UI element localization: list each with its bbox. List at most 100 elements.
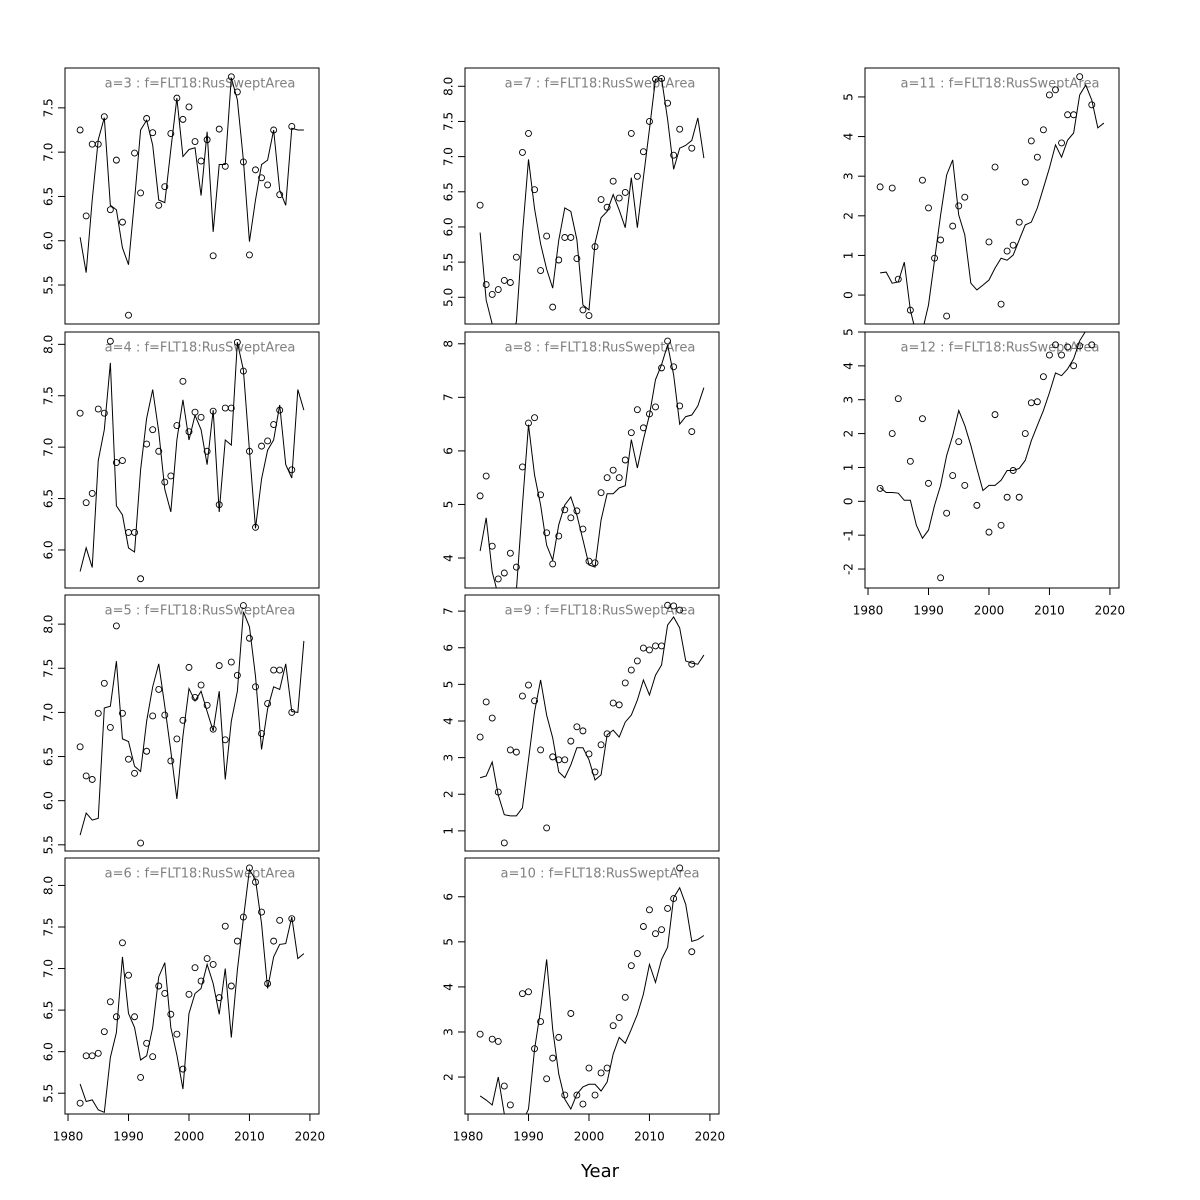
data-point bbox=[525, 988, 532, 996]
data-point bbox=[646, 906, 653, 914]
data-point bbox=[119, 709, 126, 717]
y-tick-label: 2 bbox=[442, 790, 456, 798]
data-point bbox=[1052, 86, 1059, 94]
data-point bbox=[119, 457, 126, 464]
data-point bbox=[252, 166, 259, 174]
panel: a=5 : f=FLT18:RusSweptArea 5.5 6.0 6.5 7.0 7.… bbox=[42, 594, 320, 854]
data-point bbox=[537, 267, 545, 274]
y-tick-label: 7.5 bbox=[42, 917, 56, 936]
data-point bbox=[494, 575, 502, 583]
data-point bbox=[276, 666, 284, 674]
data-point bbox=[131, 149, 138, 157]
x-axis-label: Year bbox=[580, 1161, 620, 1182]
fit-line bbox=[79, 77, 304, 273]
data-point bbox=[579, 1100, 587, 1108]
plot-frame bbox=[864, 67, 1120, 325]
plot-area bbox=[876, 332, 1096, 582]
panel-title: a=4 : f=FLT18:RusSweptArea bbox=[105, 341, 296, 356]
data-point bbox=[197, 413, 205, 421]
y-tick-label: 1 bbox=[842, 252, 856, 260]
data-point bbox=[1015, 493, 1023, 501]
data-point bbox=[76, 126, 84, 134]
data-point bbox=[1052, 341, 1059, 349]
data-point bbox=[1039, 126, 1047, 134]
data-point bbox=[82, 1052, 90, 1060]
plot-area bbox=[876, 73, 1105, 324]
y-tick-label: 7.0 bbox=[42, 703, 56, 722]
y-tick-label: 3 bbox=[842, 396, 856, 404]
data-point bbox=[258, 730, 265, 738]
data-point bbox=[555, 1033, 563, 1041]
data-point bbox=[1046, 351, 1053, 359]
data-point bbox=[1070, 362, 1078, 370]
data-point bbox=[500, 839, 508, 847]
data-point bbox=[1058, 139, 1065, 147]
data-point bbox=[94, 405, 102, 413]
data-point bbox=[270, 937, 278, 945]
y-tick-label: 1 bbox=[842, 464, 856, 472]
data-point bbox=[221, 922, 229, 930]
data-point bbox=[233, 88, 241, 96]
data-point bbox=[215, 125, 223, 133]
x-tick-label: 1990 bbox=[513, 1130, 544, 1144]
data-point bbox=[991, 163, 999, 171]
data-point bbox=[179, 716, 187, 724]
data-point bbox=[519, 463, 526, 471]
data-point bbox=[258, 174, 265, 182]
data-point bbox=[482, 472, 490, 480]
data-point bbox=[627, 962, 635, 970]
data-point bbox=[997, 521, 1005, 529]
data-point bbox=[167, 130, 175, 138]
data-point bbox=[179, 377, 187, 385]
panel-title: a=3 : f=FLT18:RusSweptArea bbox=[105, 77, 296, 92]
data-point bbox=[143, 747, 151, 755]
data-point bbox=[621, 189, 629, 196]
data-point bbox=[476, 733, 484, 741]
data-point bbox=[161, 478, 169, 486]
panel: a=9 : f=FLT18:RusSweptArea 1 2 3 4 5 6 7 bbox=[442, 594, 720, 852]
data-point bbox=[131, 529, 138, 536]
data-point bbox=[664, 99, 672, 107]
fit-line bbox=[479, 77, 705, 324]
data-point bbox=[179, 1065, 187, 1073]
data-point bbox=[561, 756, 569, 764]
data-point bbox=[179, 115, 187, 123]
data-point bbox=[621, 679, 629, 687]
data-point bbox=[215, 662, 223, 670]
data-point bbox=[221, 404, 229, 412]
data-point bbox=[615, 1014, 623, 1021]
data-point bbox=[155, 686, 163, 693]
y-tick-label: 2 bbox=[842, 212, 856, 220]
data-point bbox=[943, 509, 951, 517]
data-point bbox=[197, 977, 205, 985]
data-point bbox=[488, 1035, 496, 1043]
data-point bbox=[688, 660, 696, 668]
data-point bbox=[955, 438, 963, 446]
data-point bbox=[264, 181, 272, 189]
x-tick-label: 2000 bbox=[174, 1130, 205, 1144]
y-tick-label: 8.0 bbox=[42, 615, 56, 634]
data-point bbox=[100, 1028, 108, 1036]
data-point bbox=[506, 549, 514, 557]
data-point bbox=[603, 474, 611, 482]
fit-line bbox=[79, 868, 305, 1114]
fit-line bbox=[479, 886, 705, 1114]
data-point bbox=[567, 514, 575, 522]
fit-line bbox=[479, 616, 705, 817]
data-point bbox=[555, 532, 563, 540]
data-point bbox=[276, 916, 284, 924]
x-tick-label: 1990 bbox=[913, 604, 944, 618]
data-point bbox=[155, 447, 163, 455]
data-point bbox=[567, 1010, 575, 1017]
data-point bbox=[82, 499, 90, 507]
data-point bbox=[227, 982, 235, 990]
y-tick-label: 7.5 bbox=[442, 112, 456, 131]
data-point bbox=[894, 395, 902, 403]
data-point bbox=[506, 279, 514, 286]
data-point bbox=[112, 1013, 120, 1021]
panel-title: a=5 : f=FLT18:RusSweptArea bbox=[105, 604, 296, 619]
data-point bbox=[1076, 73, 1084, 81]
data-point bbox=[500, 569, 508, 577]
data-point bbox=[549, 560, 557, 568]
